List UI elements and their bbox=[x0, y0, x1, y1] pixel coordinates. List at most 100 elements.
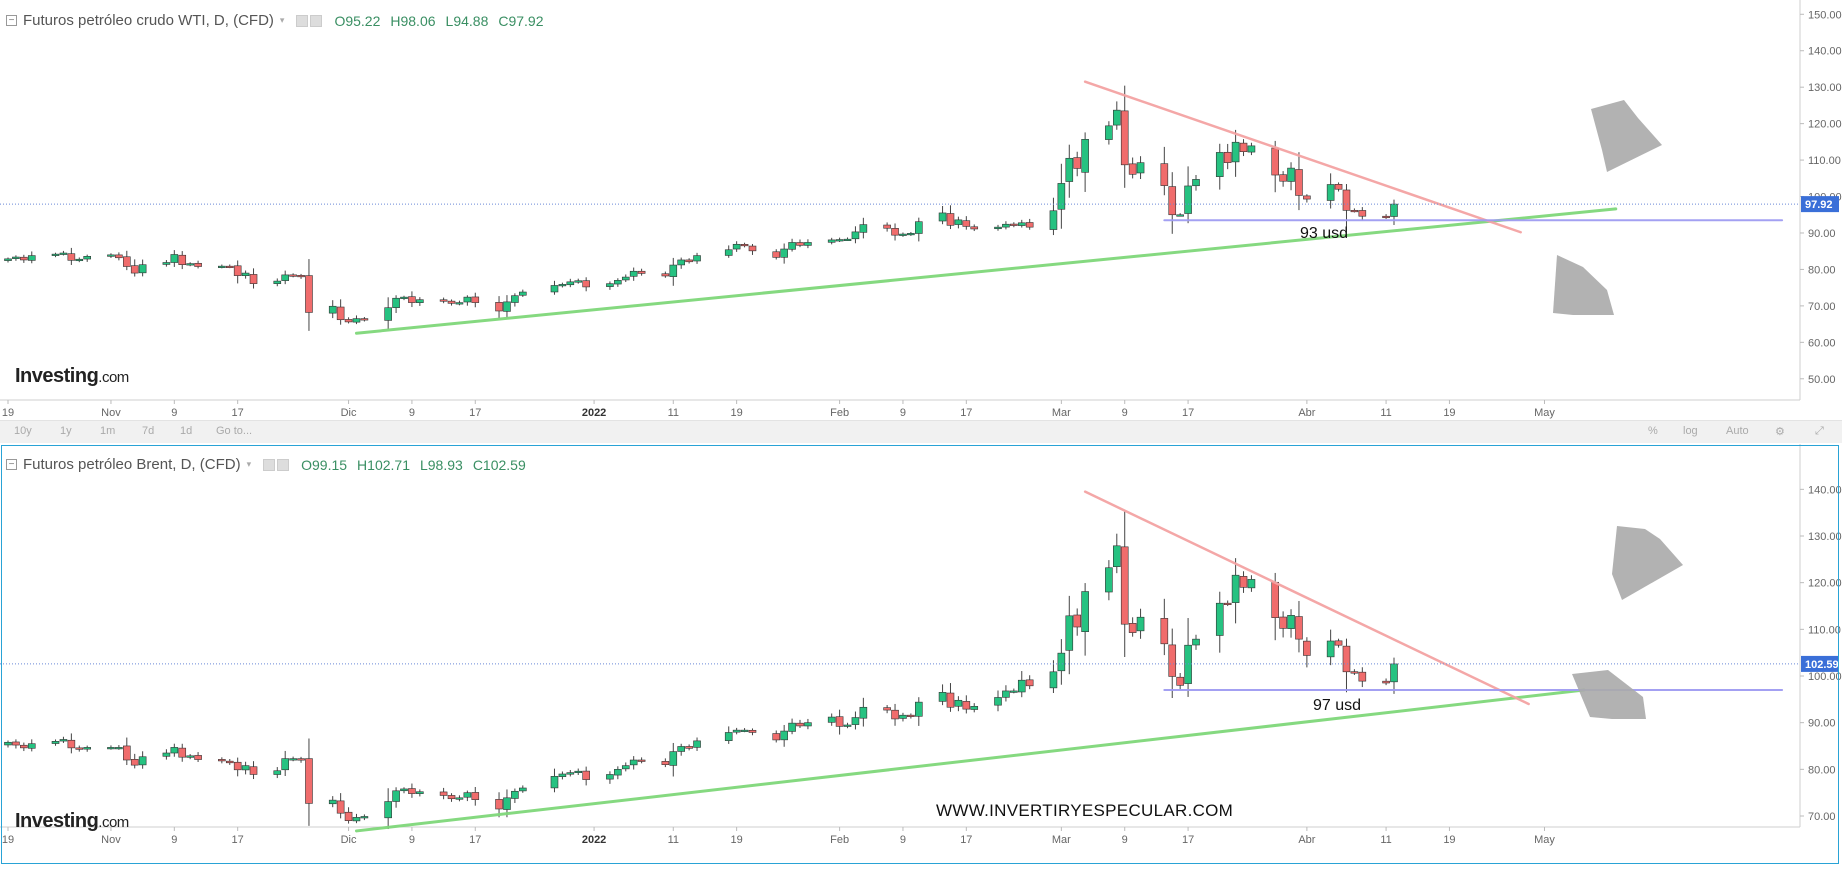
candle-body bbox=[1390, 203, 1398, 217]
candle-body bbox=[574, 280, 583, 283]
settings-icon[interactable] bbox=[277, 458, 290, 471]
candle-body bbox=[225, 760, 234, 764]
x-tick-label: 9 bbox=[171, 834, 177, 846]
candle-body bbox=[772, 251, 781, 258]
settings-icon[interactable] bbox=[310, 14, 323, 27]
candle-body bbox=[970, 226, 979, 230]
candle-body bbox=[20, 256, 28, 261]
candle-body bbox=[518, 291, 527, 296]
candle-body bbox=[59, 739, 68, 742]
candle-body bbox=[1160, 163, 1169, 186]
candle-body bbox=[170, 747, 179, 754]
candle-body bbox=[1049, 671, 1058, 689]
candle-body bbox=[115, 254, 123, 259]
auto-toggle[interactable]: Auto bbox=[1726, 425, 1749, 437]
candle-body bbox=[883, 224, 891, 229]
range-1d-button[interactable]: 1d bbox=[180, 425, 193, 437]
candle-body bbox=[859, 224, 868, 233]
candle-body bbox=[1176, 676, 1184, 686]
y-tick-label: 140.00 bbox=[1808, 46, 1842, 58]
y-tick-label: 130.00 bbox=[1808, 82, 1842, 94]
logo-brand: Investing bbox=[15, 365, 99, 387]
candle-body bbox=[685, 259, 693, 263]
candle-body bbox=[249, 766, 258, 775]
candle-body bbox=[1192, 638, 1200, 646]
range-1y-button[interactable]: 1y bbox=[60, 425, 72, 437]
candle-body bbox=[352, 817, 361, 822]
brent-chart-plot[interactable]: 140.00 130.00 120.00 110.00 100.00 90.00 80.00… bbox=[0, 444, 1842, 869]
candle-body bbox=[273, 770, 282, 775]
candle-body bbox=[1105, 567, 1113, 593]
percent-toggle[interactable]: % bbox=[1648, 425, 1658, 437]
candle-body bbox=[1334, 184, 1343, 190]
candle-body bbox=[637, 759, 646, 762]
candle-body bbox=[511, 295, 519, 303]
candle-body bbox=[1326, 184, 1335, 201]
candle-body bbox=[27, 255, 36, 261]
collapse-icon[interactable]: − bbox=[6, 459, 17, 470]
candle-body bbox=[83, 256, 91, 260]
candle-body bbox=[344, 319, 353, 323]
x-tick-label: 9 bbox=[409, 407, 415, 419]
candle-body bbox=[1065, 157, 1074, 182]
candle-body bbox=[851, 717, 860, 725]
collapse-icon[interactable]: − bbox=[6, 15, 17, 26]
wti-chart-plot[interactable]: 150.00140.00130.00120.00110.00100.0090.0… bbox=[0, 0, 1842, 420]
candle-body bbox=[281, 274, 290, 281]
candle-body bbox=[178, 747, 187, 758]
go-to-button[interactable]: Go to... bbox=[216, 425, 253, 437]
candle-body bbox=[788, 722, 796, 732]
candle-body bbox=[804, 722, 812, 727]
candle-body bbox=[1120, 546, 1129, 625]
candle-body bbox=[1247, 579, 1256, 589]
candle-body bbox=[827, 239, 836, 243]
x-tick-label: Nov bbox=[101, 834, 121, 846]
candle-body bbox=[550, 776, 559, 789]
candle-body bbox=[938, 692, 947, 702]
x-tick-label: 9 bbox=[1122, 407, 1128, 419]
candle-body bbox=[621, 765, 630, 770]
wti-chart-panel[interactable]: − Futuros petróleo crudo WTI, D, (CFD) ▾… bbox=[0, 0, 1842, 443]
brent-low: L98.93 bbox=[419, 456, 463, 473]
candle-body bbox=[1025, 222, 1034, 228]
candle-body bbox=[954, 699, 963, 707]
eye-icon[interactable] bbox=[263, 458, 276, 471]
candle-body bbox=[907, 714, 915, 717]
fullscreen-icon[interactable]: ⤢ bbox=[1815, 425, 1824, 437]
candle-body bbox=[1287, 167, 1295, 182]
brent-high: H102.71 bbox=[357, 456, 410, 473]
gear-icon[interactable]: ⚙ bbox=[1775, 426, 1785, 438]
candle-body bbox=[724, 249, 733, 256]
x-tick-label: Dic bbox=[341, 834, 357, 846]
last-price-label: 97.92 bbox=[1805, 199, 1833, 211]
candle-body bbox=[455, 302, 464, 305]
eye-icon[interactable] bbox=[296, 14, 309, 27]
y-tick-label: 100.00 bbox=[1808, 671, 1842, 683]
range-7d-button[interactable]: 7d bbox=[142, 425, 155, 437]
log-toggle[interactable]: log bbox=[1683, 425, 1698, 437]
header-tool-icons bbox=[296, 14, 323, 27]
candle-body bbox=[1002, 223, 1010, 228]
range-10y-button[interactable]: 10y bbox=[14, 425, 32, 437]
y-tick-label: 110.00 bbox=[1808, 155, 1841, 167]
candle-body bbox=[685, 746, 693, 749]
candle-body bbox=[661, 273, 670, 277]
brent-chart-panel[interactable]: − Futuros petróleo Brent, D, (CFD) ▾ O99… bbox=[0, 444, 1842, 869]
chevron-down-icon[interactable]: ▾ bbox=[279, 15, 285, 25]
candle-body bbox=[1342, 189, 1351, 211]
candle-body bbox=[344, 811, 353, 821]
wti-high: H98.06 bbox=[390, 12, 436, 29]
candle-body bbox=[336, 306, 345, 321]
candle-body bbox=[1136, 616, 1145, 632]
chevron-down-icon[interactable]: ▾ bbox=[246, 459, 252, 469]
candle-body bbox=[1223, 602, 1232, 605]
candle-body bbox=[170, 254, 179, 263]
candle-body bbox=[1049, 210, 1058, 230]
candle-body bbox=[4, 741, 12, 746]
range-1m-button[interactable]: 1m bbox=[100, 425, 116, 437]
support-annotation: 97 usd bbox=[1313, 697, 1361, 714]
candle-body bbox=[186, 263, 194, 266]
candle-body bbox=[1350, 671, 1359, 674]
candle-body bbox=[669, 751, 678, 766]
wti-open: O95.22 bbox=[334, 12, 381, 29]
